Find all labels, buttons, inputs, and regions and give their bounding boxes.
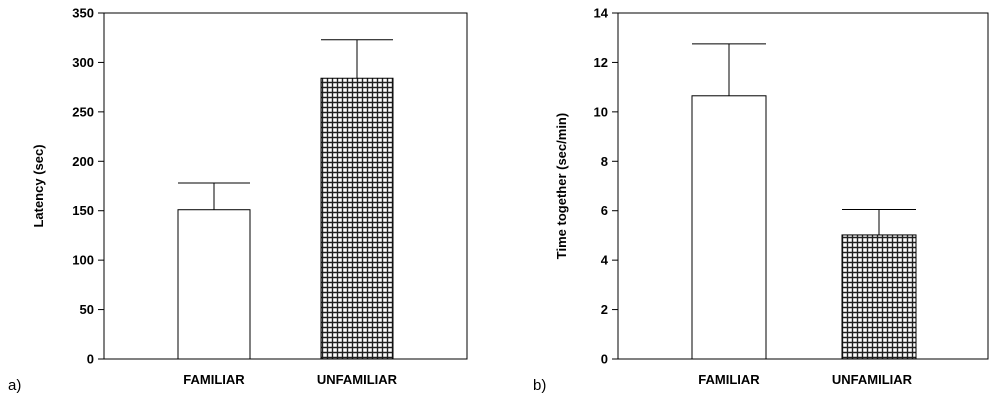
bar	[841, 234, 917, 360]
y-tick-label: 50	[80, 302, 94, 317]
panel-label: a)	[8, 377, 21, 394]
category-label: UNFAMILIAR	[832, 372, 913, 387]
y-tick-label: 2	[601, 302, 608, 317]
y-tick-label: 0	[601, 352, 608, 367]
panel-label: b)	[533, 377, 546, 394]
y-tick-label: 10	[594, 104, 608, 119]
y-axis-title: Time together (sec/min)	[554, 113, 569, 259]
category-label: FAMILIAR	[183, 372, 245, 387]
bars	[691, 43, 917, 360]
y-tick-label: 14	[594, 6, 609, 21]
y-tick-label: 12	[594, 55, 608, 70]
y-tick-label: 350	[72, 6, 94, 21]
plot-frame	[103, 12, 468, 360]
y-axis: 0 2 4 6 8 10 12 14	[594, 6, 618, 367]
y-tick-label: 250	[72, 104, 94, 119]
y-tick-label: 8	[601, 154, 608, 169]
category-label: FAMILIAR	[698, 372, 760, 387]
bar	[177, 209, 251, 360]
chart-panel-b: Time together (sec/min) FAMILIAR UNFAMIL…	[533, 6, 989, 394]
y-tick-label: 300	[72, 55, 94, 70]
y-tick-label: 6	[601, 203, 608, 218]
y-axis: 0 50 100 150 200 250 300 350	[72, 6, 104, 367]
y-tick-label: 150	[72, 203, 94, 218]
y-tick-label: 200	[72, 154, 94, 169]
bar	[691, 95, 767, 360]
y-tick-label: 4	[601, 253, 609, 268]
bars	[177, 39, 394, 360]
y-tick-label: 100	[72, 253, 94, 268]
plot-frame	[617, 12, 989, 360]
bar	[320, 77, 394, 360]
category-label: UNFAMILIAR	[317, 372, 398, 387]
chart-panel-a: Latency (sec) FAMILIAR UNFAMILIAR a) 0 50…	[8, 6, 468, 394]
y-tick-label: 0	[87, 352, 94, 367]
y-axis-title: Latency (sec)	[31, 144, 46, 227]
